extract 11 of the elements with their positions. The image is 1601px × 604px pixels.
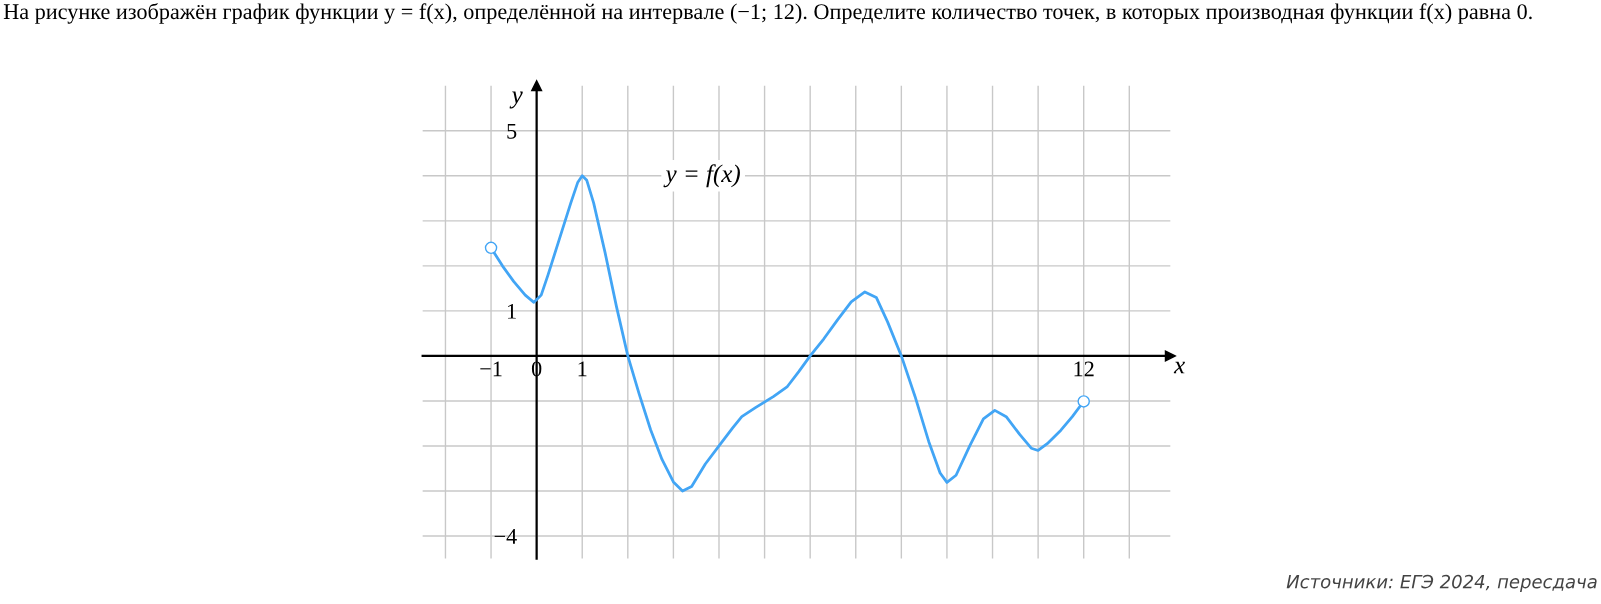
- y-axis-title: y: [509, 91, 523, 109]
- x-axis-title: x: [1173, 361, 1185, 374]
- y-tick-label: −4: [494, 529, 517, 544]
- y-tick-label: 5: [507, 123, 517, 139]
- chart-title: На рисунке изображён график функции y = f(x), определённой на интервале (−1; 12). Определите количество точек, в которых производная функции f(x) равна 0.: [3, 3, 1532, 24]
- x-tick-label: 1: [578, 361, 587, 377]
- x-tick-label: −1: [480, 361, 502, 377]
- x-tick-label: 12: [1074, 361, 1094, 377]
- text: Источники: ЕГЭ 2024, пересдача: [1286, 574, 1597, 592]
- y-tick-label: 1: [508, 303, 516, 319]
- text: y = f(x): [663, 164, 740, 188]
